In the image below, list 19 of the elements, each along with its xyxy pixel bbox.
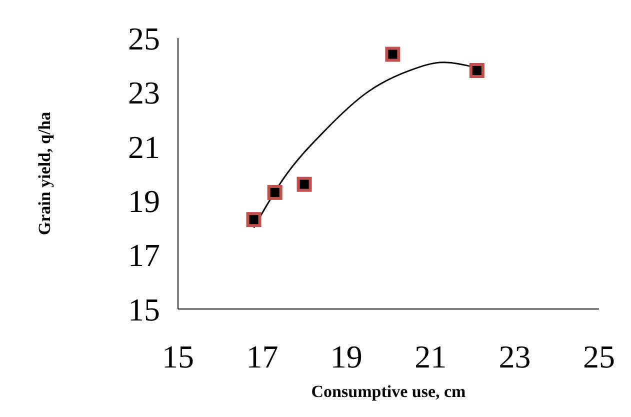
x-tick-label: 25 bbox=[583, 338, 615, 375]
y-tick-label: 15 bbox=[128, 291, 160, 328]
y-axis-title: Grain yield, q/ha bbox=[35, 111, 54, 236]
x-axis-title: Consumptive use, cm bbox=[311, 382, 466, 401]
point bbox=[246, 212, 262, 228]
point bbox=[296, 176, 312, 192]
point bbox=[267, 184, 282, 200]
x-tick-label: 19 bbox=[330, 338, 362, 375]
y-tick-label: 17 bbox=[128, 237, 160, 274]
point bbox=[469, 63, 484, 78]
x-tick-label: 15 bbox=[162, 338, 194, 375]
x-tick-label: 17 bbox=[246, 338, 278, 375]
y-tick-label: 23 bbox=[128, 74, 160, 111]
x-tick-label: 21 bbox=[414, 338, 447, 375]
y-tick-label: 19 bbox=[128, 182, 160, 219]
y-tick-label: 25 bbox=[128, 20, 160, 56]
x-tick-label: 23 bbox=[498, 338, 531, 375]
point bbox=[385, 46, 400, 62]
y-tick-label: 21 bbox=[128, 128, 160, 165]
